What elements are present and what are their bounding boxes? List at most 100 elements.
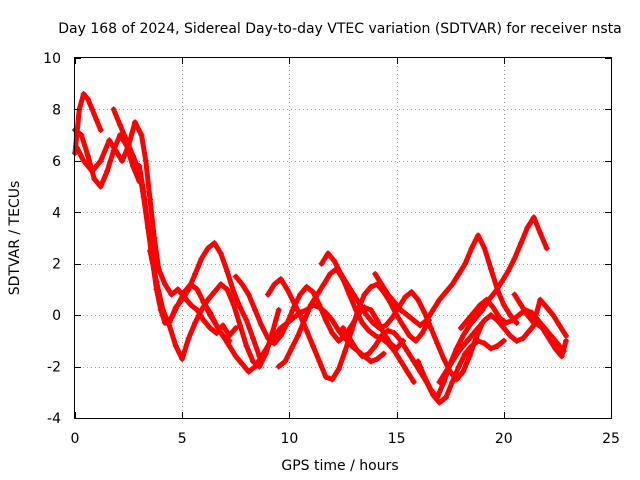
data-point bbox=[258, 322, 265, 329]
data-point bbox=[442, 394, 449, 401]
data-point bbox=[243, 317, 250, 324]
data-point bbox=[252, 307, 259, 313]
data-point bbox=[466, 353, 473, 360]
data-point bbox=[211, 289, 218, 295]
data-point bbox=[511, 291, 518, 298]
data-point bbox=[464, 317, 471, 324]
data-point bbox=[337, 271, 344, 277]
data-point bbox=[89, 106, 96, 113]
data-point bbox=[198, 255, 205, 262]
data-point bbox=[282, 358, 289, 365]
data-point bbox=[239, 361, 246, 367]
data-point bbox=[528, 309, 535, 316]
data-point bbox=[397, 307, 404, 313]
data-point bbox=[271, 340, 278, 347]
data-point bbox=[316, 358, 323, 365]
data-point bbox=[297, 312, 304, 319]
data-point bbox=[494, 343, 501, 349]
data-point bbox=[329, 317, 336, 324]
data-point bbox=[487, 345, 494, 352]
data-point bbox=[436, 379, 443, 385]
data-point bbox=[560, 348, 567, 355]
data-point bbox=[153, 278, 160, 285]
data-point bbox=[237, 304, 244, 311]
data-point bbox=[192, 271, 199, 277]
data-point bbox=[427, 386, 434, 393]
data-point bbox=[320, 281, 327, 288]
data-point bbox=[537, 229, 544, 236]
data-point bbox=[307, 301, 314, 308]
data-point bbox=[187, 281, 194, 288]
data-point bbox=[436, 399, 443, 406]
data-point bbox=[455, 363, 462, 370]
x-tick-label: 25 bbox=[602, 431, 620, 447]
data-point bbox=[258, 353, 265, 360]
data-point bbox=[84, 96, 91, 103]
data-point bbox=[142, 157, 149, 164]
data-point bbox=[481, 317, 488, 324]
data-point bbox=[558, 353, 565, 360]
data-point bbox=[361, 291, 368, 298]
data-point bbox=[314, 291, 321, 298]
data-point bbox=[239, 281, 246, 288]
data-point bbox=[397, 337, 404, 344]
x-tick-labels: 0 5 10 15 20 25 bbox=[71, 431, 620, 447]
data-point bbox=[179, 355, 186, 362]
data-point bbox=[275, 363, 282, 370]
data-point bbox=[449, 281, 456, 288]
data-point bbox=[211, 240, 218, 247]
data-point bbox=[136, 163, 143, 169]
data-point bbox=[500, 337, 507, 344]
data-point bbox=[487, 312, 494, 319]
data-point bbox=[119, 157, 126, 164]
x-tick-label: 20 bbox=[495, 431, 513, 447]
data-point bbox=[500, 301, 507, 308]
data-point bbox=[530, 319, 537, 326]
series-12 bbox=[340, 325, 507, 406]
data-point bbox=[91, 175, 98, 182]
data-point bbox=[224, 268, 231, 275]
data-point bbox=[232, 273, 239, 280]
data-point bbox=[275, 307, 282, 313]
series-17 bbox=[511, 291, 569, 339]
data-point bbox=[477, 301, 484, 308]
data-point bbox=[230, 289, 237, 295]
data-point bbox=[436, 296, 443, 303]
data-point bbox=[511, 255, 518, 262]
x-axis-label: GPS time / hours bbox=[281, 458, 398, 474]
data-point bbox=[309, 289, 316, 295]
data-point bbox=[331, 258, 338, 265]
data-point bbox=[410, 379, 417, 385]
data-point bbox=[391, 348, 398, 355]
data-point bbox=[419, 330, 426, 337]
y-tick-label: 4 bbox=[52, 205, 61, 221]
data-point bbox=[547, 332, 554, 339]
data-point bbox=[151, 235, 158, 241]
data-point bbox=[372, 271, 379, 277]
data-point bbox=[372, 332, 379, 339]
data-point bbox=[245, 368, 252, 375]
data-point bbox=[249, 358, 256, 365]
data-point bbox=[530, 214, 537, 221]
data-point bbox=[472, 314, 479, 321]
data-point bbox=[264, 335, 271, 342]
data-point bbox=[468, 245, 475, 252]
y-tick-label: 0 bbox=[52, 308, 61, 324]
data-point bbox=[232, 325, 239, 331]
data-point bbox=[382, 322, 389, 329]
data-point bbox=[316, 301, 323, 308]
data-point bbox=[481, 245, 488, 252]
data-point bbox=[513, 337, 520, 344]
data-point bbox=[462, 340, 469, 347]
data-point bbox=[80, 157, 87, 164]
data-point bbox=[556, 322, 563, 329]
tick-layer bbox=[75, 58, 612, 419]
data-point bbox=[277, 332, 284, 339]
data-point bbox=[481, 340, 488, 347]
data-point bbox=[249, 335, 256, 342]
data-point bbox=[537, 296, 544, 303]
data-point bbox=[318, 260, 325, 267]
data-point bbox=[423, 317, 430, 324]
data-point bbox=[378, 332, 385, 339]
data-point bbox=[427, 325, 434, 331]
